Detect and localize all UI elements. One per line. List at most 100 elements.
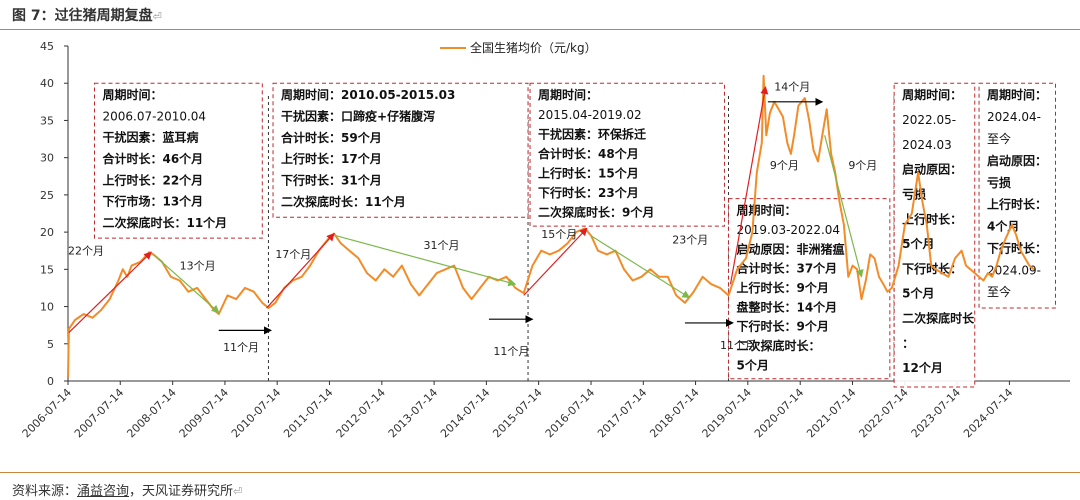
y-tick-label: 15: [40, 263, 54, 276]
cycle-info-line: 干扰因素：环保拆迁: [538, 126, 646, 141]
cycle-info-box: [893, 82, 976, 388]
source-note: 资料来源：涌益咨询，天风证券研究所⏎: [12, 480, 242, 499]
y-tick-label: 5: [47, 338, 54, 351]
cycle-info-line: 干扰因素：蓝耳病: [102, 130, 198, 145]
x-tick-label: 2020-07-14: [752, 386, 806, 440]
cycle-info-line: 12个月: [902, 360, 943, 375]
x-tick-label: 2006-07-14: [20, 386, 74, 440]
cycle-info-line: 5个月: [902, 236, 934, 251]
cycle-info-line: 周期时间：2010.05-2015.03: [281, 87, 455, 102]
x-tick-label: 2015-07-14: [490, 386, 544, 440]
cycle-info-line: 下行时长：9个月: [736, 319, 828, 334]
cycle-info-line: 上行时长：: [987, 197, 1047, 212]
x-tick-label: 2007-07-14: [72, 386, 126, 440]
cycle-info-line: 合计时长：37个月: [736, 261, 837, 276]
duration-annotation: 9个月: [770, 159, 799, 172]
x-tick-label: 2017-07-14: [595, 386, 649, 440]
cycle-info-line: 2019.03-2022.04: [736, 223, 840, 237]
duration-annotation: 17个月: [275, 248, 311, 261]
cycle-info-line: ：: [902, 336, 914, 350]
duration-annotation: 11个月: [493, 345, 529, 358]
cycle-info-line: 盘整时长：14个月: [736, 299, 837, 314]
cycle-info-line: 上行时长：: [902, 211, 962, 226]
down-trend-arrow: [590, 235, 691, 299]
cycle-info-line: 启动原因：: [902, 162, 962, 177]
duration-annotation: 9个月: [848, 159, 877, 172]
x-tick-label: 2010-07-14: [229, 386, 283, 440]
cycle-info-line: 2022.05-: [902, 113, 956, 127]
cycle-info-line: 2024.03: [902, 138, 952, 152]
cycle-info-line: 二次探底时长：11个月: [281, 194, 406, 209]
y-tick-label: 10: [40, 301, 54, 314]
edit-mark-icon: ⏎: [152, 10, 162, 23]
duration-annotation: 14个月: [774, 81, 810, 94]
duration-annotation: 31个月: [424, 239, 460, 252]
y-tick-label: 35: [40, 114, 54, 127]
cycle-info-line: 周期时间：: [902, 87, 962, 102]
x-tick-label: 2014-07-14: [438, 386, 492, 440]
cycle-info-line: 下行时长：23个月: [538, 185, 639, 200]
x-tick-label: 2009-07-14: [177, 386, 231, 440]
cycle-info-line: 下行时长：: [987, 240, 1047, 255]
cycle-info-line: 亏损: [987, 175, 1011, 190]
y-tick-label: 45: [40, 40, 54, 53]
cycle-info-line: 2024.09-: [987, 263, 1041, 277]
cycle-info-line: 合计时长：48个月: [538, 146, 639, 161]
x-tick-label: 2018-07-14: [647, 386, 701, 440]
down-trend-arrow: [336, 235, 517, 287]
cycle-info-line: 合计时长：46个月: [102, 151, 203, 166]
source-rest: ，天风证券研究所: [129, 484, 234, 499]
duration-annotation: 15个月: [541, 228, 577, 241]
cycle-info-line: 至今: [987, 131, 1011, 146]
cycle-info-line: 二次探底时长：9个月: [538, 205, 654, 220]
cycle-info-line: 周期时间：: [538, 87, 598, 102]
duration-annotation: 11个月: [720, 339, 756, 352]
cycle-info-box: [272, 82, 529, 218]
cycle-info-line: 5个月: [902, 286, 934, 301]
cycle-info-line: 干扰因素：口蹄疫+仔猪腹泻: [281, 109, 435, 124]
x-tick-label: 2019-07-14: [700, 386, 754, 440]
cycle-info-line: 至今: [987, 284, 1011, 299]
x-tick-label: 2023-07-14: [909, 386, 963, 440]
up-trend-arrow: [266, 232, 335, 309]
up-trend-arrow: [68, 251, 152, 334]
y-tick-label: 40: [40, 77, 54, 90]
cycle-info-line: 合计时长：59个月: [281, 130, 382, 145]
source-link[interactable]: 涌益咨询: [77, 484, 130, 499]
edit-mark-icon: ⏎: [233, 485, 243, 498]
figure-title-text: 图 7：过往猪周期复盘: [12, 8, 153, 24]
cycle-info-line: 二次探底时长：11个月: [102, 215, 227, 230]
legend: 全国生猪均价（元/kg）: [440, 40, 597, 55]
cycle-info-line: 下行时长：31个月: [281, 173, 382, 188]
duration-annotation: 23个月: [672, 233, 708, 246]
cycle-info-line: 下行时长：: [902, 261, 962, 276]
bottom-divider: [0, 472, 1080, 473]
cycle-info-line: 5个月: [736, 357, 768, 372]
up-trend-arrow: [729, 85, 769, 285]
y-tick-label: 25: [40, 189, 54, 202]
duration-annotation: 13个月: [180, 259, 216, 272]
cycle-info-line: 周期时间：: [987, 87, 1047, 102]
cycle-info-line: 上行时长：22个月: [102, 172, 203, 187]
x-tick-label: 2016-07-14: [543, 386, 597, 440]
down-trend-arrow: [824, 135, 864, 278]
x-tick-label: 2012-07-14: [334, 386, 388, 440]
y-tick-label: 0: [47, 375, 54, 388]
cycle-info-line: 二次探底时长：: [736, 338, 820, 353]
cycle-info-line: 上行时长：15个月: [538, 165, 639, 180]
cycle-info-line: 下行市场：13个月: [102, 194, 203, 209]
cycle-info-line: 启动原因：: [987, 153, 1047, 168]
y-tick-label: 30: [40, 152, 54, 165]
top-divider: [0, 29, 1080, 30]
x-tick-label: 2008-07-14: [124, 386, 178, 440]
duration-annotation: 22个月: [68, 244, 104, 257]
cycle-info-line: 2006.07-2010.04: [102, 109, 206, 123]
price-series-line: [67, 74, 1035, 378]
legend-label: 全国生猪均价（元/kg）: [470, 40, 597, 55]
source-prefix: 资料来源：: [12, 484, 78, 499]
down-trend-arrow: [152, 253, 220, 314]
cycle-info-box: [93, 82, 263, 239]
cycle-info-box: [529, 82, 725, 227]
cycle-info-line: 启动原因：非洲猪瘟: [736, 241, 844, 256]
up-trend-arrow: [523, 227, 588, 296]
